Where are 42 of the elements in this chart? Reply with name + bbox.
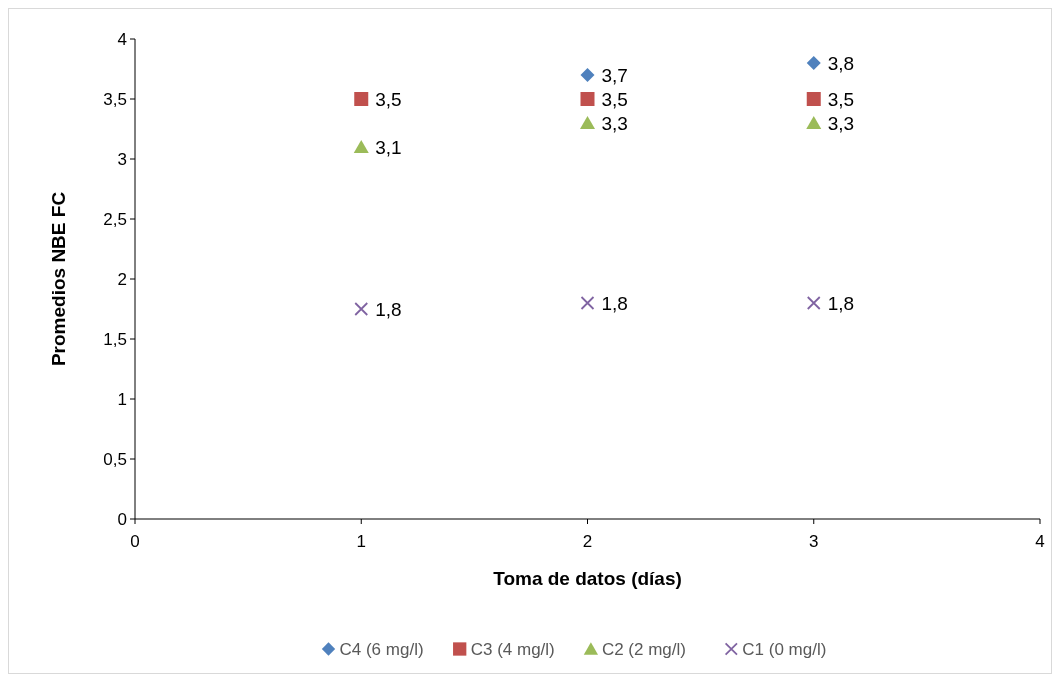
data-label: 3,7	[601, 64, 628, 86]
point	[580, 92, 595, 106]
x-axis-title: Toma de datos (días)	[493, 568, 682, 589]
data-label: 3,5	[827, 88, 855, 110]
point	[806, 296, 821, 310]
point	[806, 56, 821, 70]
y-tick-label: 1	[117, 389, 127, 409]
legend-label: C2 (2 mg/l)	[601, 639, 686, 659]
y-tick-label: 3,5	[103, 89, 127, 109]
y-tick-label: 3	[117, 149, 127, 169]
data-label: 3,5	[375, 88, 402, 110]
data-label: 1,8	[601, 292, 628, 314]
data-label: 1,8	[827, 292, 855, 314]
point	[354, 302, 369, 316]
x-tick-label: 3	[809, 532, 819, 551]
data-label: 3,5	[601, 88, 628, 110]
y-tick-label: 0,5	[103, 449, 127, 469]
y-tick-label: 2,5	[103, 209, 127, 229]
x-tick-label: 2	[582, 532, 593, 551]
y-tick-label: 1,5	[103, 329, 127, 349]
legend-label: C3 (4 mg/l)	[470, 639, 555, 659]
x-tick-label: 1	[356, 532, 366, 551]
y-tick-label: 2	[117, 269, 127, 289]
data-label: 3,8	[827, 52, 855, 74]
y-tick-label: 4	[117, 29, 127, 49]
legend-label: C4 (6 mg/l)	[339, 639, 424, 659]
y-axis-title: Promedios NBE FC	[48, 191, 69, 367]
point	[580, 68, 595, 82]
point	[806, 116, 822, 129]
y-tick-label: 0	[117, 509, 127, 529]
data-label: 3,1	[375, 136, 402, 158]
point	[354, 92, 369, 106]
legend-label: C1 (0 mg/l)	[742, 639, 827, 659]
x-tick-label: 0	[130, 532, 140, 551]
x-tick-label: 4	[1035, 532, 1045, 551]
data-label: 1,8	[375, 298, 402, 320]
point	[580, 296, 595, 310]
point	[580, 116, 595, 129]
data-label: 3,3	[601, 112, 628, 134]
point	[806, 92, 821, 106]
data-label: 3,3	[827, 112, 855, 134]
point	[353, 140, 369, 153]
